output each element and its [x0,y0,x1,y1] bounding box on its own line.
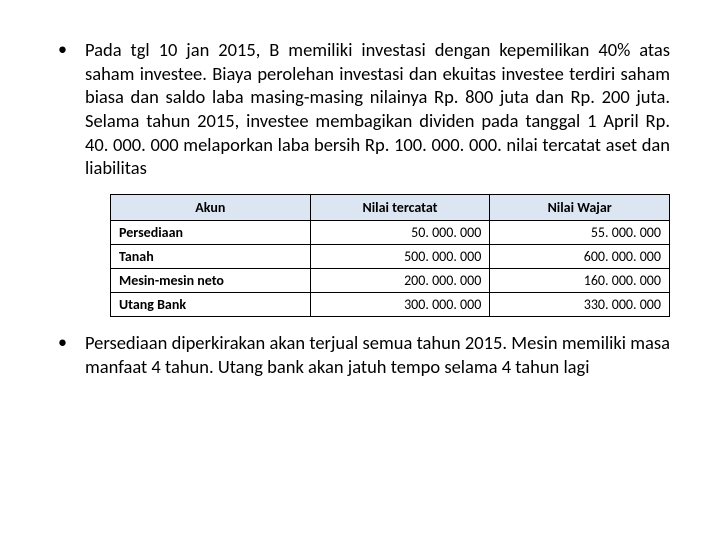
cell-value: 55. 000. 000 [490,221,670,245]
th-nilai-tercatat: Nilai tercatat [310,195,490,221]
bullet-marker: • [58,331,67,378]
cell-label: Persediaan [111,221,311,245]
th-akun: Akun [111,195,311,221]
bullet-item-2: • Persediaan diperkirakan akan terjual s… [50,331,670,378]
table-header-row: Akun Nilai tercatat Nilai Wajar [111,195,670,221]
cell-value: 200. 000. 000 [310,269,490,293]
asset-table: Akun Nilai tercatat Nilai Wajar Persedia… [110,194,670,317]
cell-value: 160. 000. 000 [490,269,670,293]
bullet-text-1: Pada tgl 10 jan 2015, B memiliki investa… [85,38,670,180]
cell-label: Mesin-mesin neto [111,269,311,293]
cell-value: 500. 000. 000 [310,245,490,269]
bullet-item-1: • Pada tgl 10 jan 2015, B memiliki inves… [50,38,670,180]
table-row: Persediaan 50. 000. 000 55. 000. 000 [111,221,670,245]
cell-value: 330. 000. 000 [490,293,670,317]
table-row: Mesin-mesin neto 200. 000. 000 160. 000.… [111,269,670,293]
bullet-marker: • [58,38,67,180]
cell-value: 300. 000. 000 [310,293,490,317]
cell-value: 600. 000. 000 [490,245,670,269]
cell-label: Tanah [111,245,311,269]
cell-label: Utang Bank [111,293,311,317]
table-row: Utang Bank 300. 000. 000 330. 000. 000 [111,293,670,317]
bullet-text-2: Persediaan diperkirakan akan terjual sem… [85,331,670,378]
th-nilai-wajar: Nilai Wajar [490,195,670,221]
table-row: Tanah 500. 000. 000 600. 000. 000 [111,245,670,269]
cell-value: 50. 000. 000 [310,221,490,245]
